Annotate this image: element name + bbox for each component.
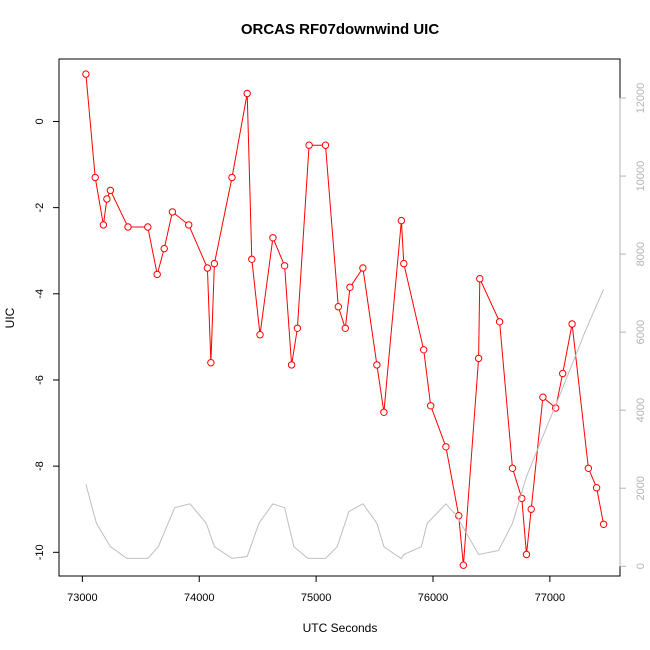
data-point [185,221,193,229]
series-line-1 [85,289,605,560]
x-axis: 73000 74000 75000 76000 77000 [67,575,566,604]
data-point [599,520,608,528]
series-layer [82,70,608,569]
data-point [442,443,450,451]
y-tick-label: -8 [34,461,46,471]
data-point [124,223,132,231]
data-point [508,464,517,472]
data-point [568,320,576,328]
data-point [584,464,593,472]
y2-tick-label: 0 [635,563,647,569]
series-line-0 [85,74,605,566]
data-point [293,324,302,332]
data-point [106,186,115,195]
data-point [420,346,428,354]
data-point [400,259,408,268]
chart-title: ORCAS RF07downwind UIC [241,21,440,38]
data-point [228,173,236,182]
data-point [82,70,90,78]
data-point [103,195,111,203]
x-tick-label: 76000 [418,592,449,604]
data-point [248,255,256,263]
data-point [243,89,251,98]
data-point [168,208,177,216]
data-point [427,402,435,410]
data-point [495,318,504,326]
y2-tick-label: 8000 [635,242,647,266]
data-point [539,393,547,401]
data-point [144,223,152,231]
y-tick-label: -6 [34,375,46,385]
data-point [153,270,161,279]
data-point [476,275,484,283]
data-point [359,264,367,272]
y-axis: 0 -2 -4 -6 -8 -10 [34,118,60,560]
y2-tick-label: 4000 [635,398,647,422]
data-point [269,234,277,242]
data-point [207,359,215,367]
data-point [459,561,468,569]
y2-axis: 0 2000 4000 6000 8000 10000 12000 [619,83,647,569]
data-point [380,408,388,416]
x-tick-label: 73000 [67,592,98,604]
y-tick-label: -4 [34,289,46,299]
y-tick-label: 0 [34,118,46,124]
data-point [559,369,567,378]
y2-tick-label: 12000 [635,83,647,114]
data-point [160,244,168,253]
data-point [341,324,349,332]
data-point [373,361,381,369]
data-point [397,216,406,225]
y2-tick-label: 2000 [635,476,647,500]
y-tick-label: -2 [34,203,46,213]
y-tick-label: -10 [34,544,46,560]
data-point [287,361,296,369]
data-point [280,262,289,270]
data-point [527,505,535,513]
data-point [474,354,483,363]
data-point [522,550,531,559]
data-point [91,173,99,182]
y-axis-label: UIC [3,307,17,328]
data-point [321,141,330,149]
data-point [203,264,212,272]
x-tick-label: 74000 [184,592,215,604]
data-point [256,331,264,339]
data-point [305,141,313,149]
x-tick-label: 77000 [535,592,566,604]
x-axis-label: UTC Seconds [303,621,378,635]
data-point [99,221,108,229]
data-point [346,283,354,291]
y2-tick-label: 6000 [635,320,647,344]
plot-frame [58,58,621,577]
y2-tick-label: 10000 [635,161,647,192]
data-point [592,484,601,492]
data-point [334,303,342,311]
data-point [210,259,219,268]
x-tick-label: 75000 [301,592,332,604]
